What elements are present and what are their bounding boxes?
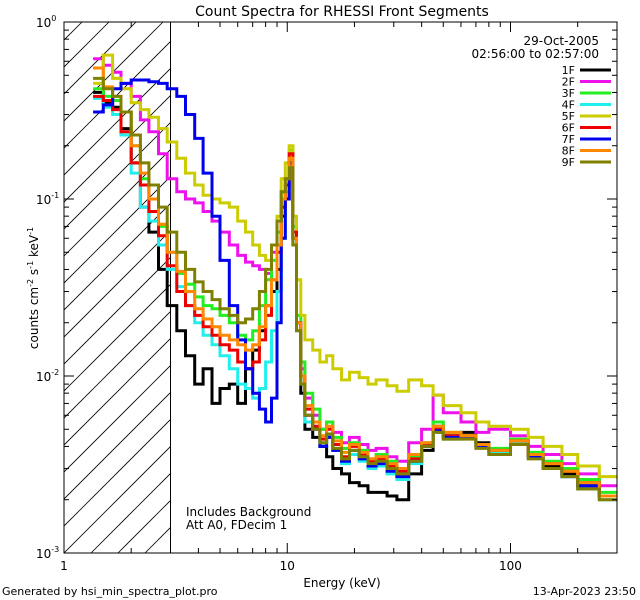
y-tick-label-0: 100 — [36, 14, 56, 30]
chart-title: Count Spectra for RHESSI Front Segments — [195, 4, 489, 20]
legend-label-6F: 6F — [562, 122, 575, 135]
hatch-line — [64, 364, 171, 473]
hatch-line — [64, 391, 171, 500]
series-line-3F — [93, 87, 617, 494]
legend-label-2F: 2F — [562, 76, 575, 89]
footer-timestamp: 13-Apr-2023 23:50 — [533, 585, 636, 598]
y-tick-label-1: 10-1 — [36, 191, 59, 207]
plot-frame — [63, 21, 618, 554]
series-line-8F — [93, 66, 617, 498]
y-axis-label-exp-1: -2 — [26, 279, 35, 287]
series-line-4F — [93, 96, 617, 502]
hatch-line — [64, 283, 171, 392]
y-tick-base: 10 — [36, 16, 51, 30]
y-axis-label-part-4: keV — [27, 234, 41, 261]
annotation-attenuator: Att A0, FDecim 1 — [186, 518, 287, 532]
series-line-6F — [93, 94, 617, 498]
hatched-region — [0, 22, 640, 553]
hatch-line — [631, 22, 640, 553]
date-label: 29-Oct-2005 — [523, 34, 599, 48]
hatch-line — [442, 22, 640, 553]
legend-label-1F: 1F — [562, 64, 575, 77]
hatch-line — [64, 22, 164, 122]
hatch-line — [0, 22, 1, 553]
hatch-line — [469, 22, 640, 553]
hatch-line — [64, 445, 171, 553]
hatch-line — [415, 22, 640, 553]
legend-label-4F: 4F — [562, 99, 575, 112]
y-tick-label-3: 10-3 — [36, 545, 59, 561]
y-tick-base: 10 — [36, 193, 51, 207]
legend-label-3F: 3F — [562, 87, 575, 100]
annotation-background: Includes Background — [186, 505, 311, 519]
hatch-line — [64, 22, 83, 41]
x-tick-labels: 1 10 100 — [60, 559, 522, 573]
x-tick-label-0: 1 — [60, 559, 68, 573]
y-tick-exponent: -3 — [51, 545, 59, 554]
x-axis-label: Energy (keV) — [303, 576, 380, 590]
hatch-line — [64, 202, 171, 311]
y-tick-base: 10 — [36, 547, 51, 561]
hatch-line — [64, 22, 110, 68]
series-group — [93, 53, 617, 502]
hatch-line — [604, 22, 640, 553]
hatch-line — [64, 256, 171, 365]
y-tick-exponent: -2 — [51, 368, 59, 377]
series-line-9F — [93, 76, 617, 502]
y-tick-base: 10 — [36, 370, 51, 384]
legend-label-8F: 8F — [562, 145, 575, 158]
x-tick-label-2: 100 — [499, 559, 522, 573]
hatch-line — [64, 148, 171, 257]
legend-label-9F: 9F — [562, 156, 575, 169]
y-axis-label-exp-3: -1 — [26, 261, 35, 269]
series-line-2F — [93, 57, 617, 488]
hatch-line — [64, 418, 171, 527]
y-tick-label-2: 10-2 — [36, 368, 59, 384]
generated-by-label: Generated by hsi_min_spectra_plot.pro — [2, 585, 218, 598]
hatch-line — [388, 22, 640, 553]
legend-label-7F: 7F — [562, 133, 575, 146]
y-axis-label-part-0: counts cm — [27, 287, 41, 349]
axis-ticks — [63, 21, 618, 554]
y-axis-label-part-2: s — [27, 269, 41, 279]
y-tick-exponent: -1 — [51, 191, 59, 200]
legend-label-5F: 5F — [562, 110, 575, 123]
y-axis-label-exp-5: -1 — [26, 227, 35, 235]
time-range-label: 02:56:00 to 02:57:00 — [472, 47, 599, 61]
y-axis-label: counts cm-2 s-1 keV-1 — [26, 227, 41, 349]
y-tick-exponent: 0 — [51, 14, 56, 23]
hatch-line — [64, 229, 171, 338]
hatch-line — [64, 94, 171, 203]
x-tick-label-1: 10 — [280, 559, 295, 573]
hatch-line — [0, 22, 28, 553]
